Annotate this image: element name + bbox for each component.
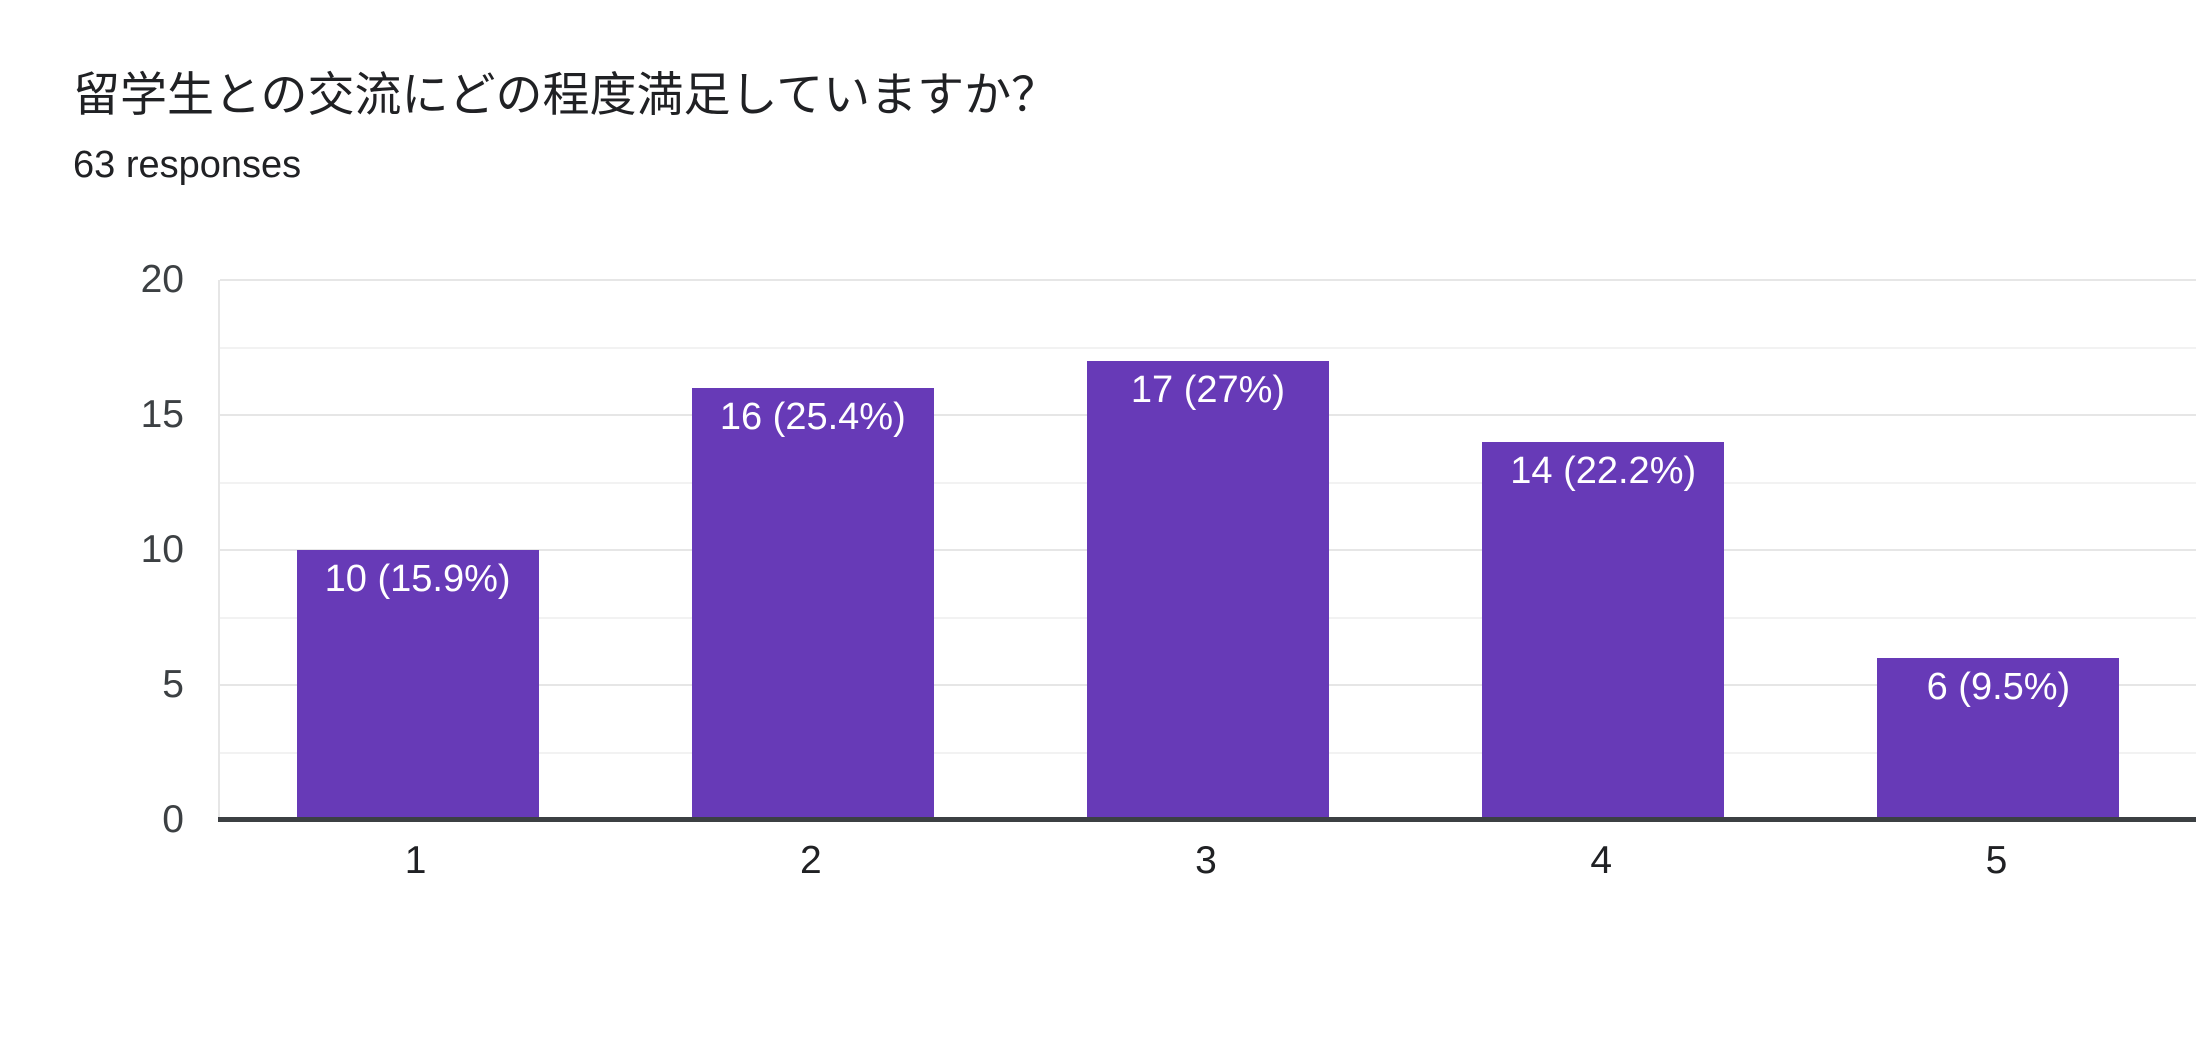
y-axis-tick-20: 20 bbox=[140, 258, 184, 301]
y-axis-tick-10: 10 bbox=[140, 528, 184, 571]
bar-column-3: 17 (27%) bbox=[1010, 280, 1405, 820]
gridline-major-20 bbox=[220, 279, 2196, 281]
x-axis-label-5: 5 bbox=[1985, 839, 2008, 882]
bar-column-4: 14 (22.2%) bbox=[1406, 280, 1801, 820]
bar-2-value-label: 16 (25.4%) bbox=[719, 396, 906, 438]
x-axis-label-3: 3 bbox=[1195, 839, 1217, 882]
bar-5-value-label: 6 (9.5%) bbox=[1926, 666, 2071, 708]
chart-plot-area: 10 (15.9%) 16 (25.4%) 17 (27%) 14 (22.2%… bbox=[218, 279, 2196, 822]
response-count: 63 responses bbox=[73, 144, 302, 186]
bar-series: 10 (15.9%) 16 (25.4%) 17 (27%) 14 (22.2%… bbox=[220, 280, 2196, 820]
bar-4-value-label: 14 (22.2%) bbox=[1510, 450, 1697, 492]
bar-3-value-label: 17 (27%) bbox=[1130, 369, 1286, 411]
x-axis-label-1: 1 bbox=[404, 839, 427, 882]
bar-column-1: 10 (15.9%) bbox=[220, 280, 615, 820]
y-axis-tick-0: 0 bbox=[162, 798, 184, 841]
bar-2[interactable]: 16 (25.4%) bbox=[691, 388, 934, 820]
bar-1-value-label: 10 (15.9%) bbox=[324, 558, 511, 600]
question-title: 留学生との交流にどの程度満足していますか？ bbox=[73, 68, 1059, 121]
y-axis-tick-5: 5 bbox=[162, 663, 184, 706]
bar-column-2: 16 (25.4%) bbox=[615, 280, 1010, 820]
y-axis-tick-15: 15 bbox=[140, 393, 184, 436]
bar-column-5: 6 (9.5%) bbox=[1801, 280, 2196, 820]
gridline-minor-17-5 bbox=[220, 347, 2196, 349]
x-axis-baseline bbox=[218, 817, 2196, 822]
bar-4[interactable]: 14 (22.2%) bbox=[1482, 442, 1725, 820]
x-axis-label-4: 4 bbox=[1590, 839, 1613, 882]
bar-5[interactable]: 6 (9.5%) bbox=[1877, 658, 2120, 820]
bar-3[interactable]: 17 (27%) bbox=[1087, 361, 1329, 820]
bar-1[interactable]: 10 (15.9%) bbox=[296, 550, 539, 820]
x-axis-labels: 1 2 3 4 5 bbox=[218, 839, 2194, 883]
x-axis-label-2: 2 bbox=[799, 839, 822, 882]
